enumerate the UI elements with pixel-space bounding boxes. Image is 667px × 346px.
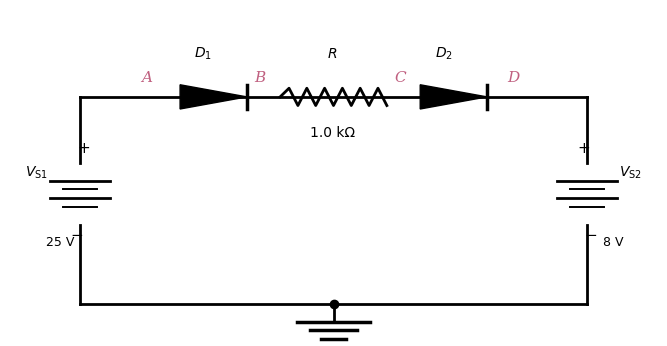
Text: $-$: $-$ xyxy=(70,226,83,241)
Text: $V_{\rm S2}$: $V_{\rm S2}$ xyxy=(619,165,642,181)
Text: $R$: $R$ xyxy=(327,47,338,61)
Text: $-$: $-$ xyxy=(584,226,597,241)
Text: 1.0 kΩ: 1.0 kΩ xyxy=(309,126,355,140)
Text: $V_{\rm S1}$: $V_{\rm S1}$ xyxy=(25,165,48,181)
Text: B: B xyxy=(255,71,265,85)
Text: $D_2$: $D_2$ xyxy=(435,45,452,62)
Polygon shape xyxy=(420,85,487,109)
Text: 25 V: 25 V xyxy=(46,236,74,249)
Text: 8 V: 8 V xyxy=(604,236,624,249)
Text: $D_1$: $D_1$ xyxy=(195,45,212,62)
Text: +: + xyxy=(77,141,90,156)
Text: C: C xyxy=(394,71,406,85)
Text: A: A xyxy=(141,71,152,85)
Polygon shape xyxy=(180,85,247,109)
Text: D: D xyxy=(508,71,520,85)
Text: +: + xyxy=(577,141,590,156)
